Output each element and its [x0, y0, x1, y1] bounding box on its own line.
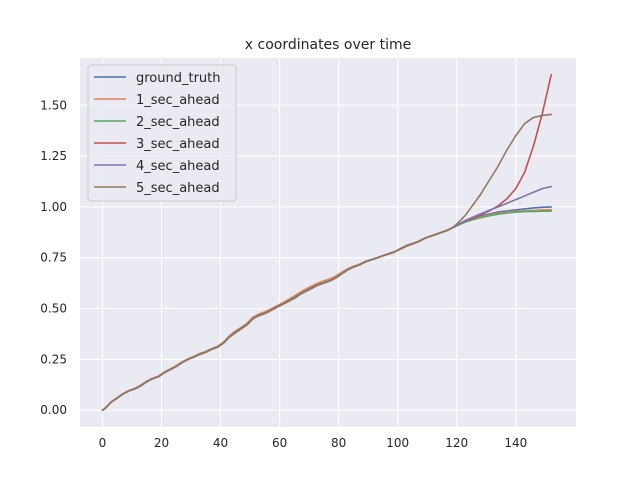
y-tick-label: 0.75	[40, 251, 67, 265]
y-tick-label: 1.00	[40, 200, 67, 214]
y-tick-label: 0.50	[40, 302, 67, 316]
legend-label: 1_sec_ahead	[136, 93, 220, 108]
x-tick-label: 0	[99, 436, 107, 450]
x-tick-label: 140	[504, 436, 527, 450]
x-tick-label: 20	[154, 436, 169, 450]
x-axis-ticks: 0 20 40 60 80 100 120 140	[99, 436, 528, 450]
series-lines	[101, 73, 553, 412]
legend: ground_truth 1_sec_ahead 2_sec_ahead 3_sec_…	[87, 64, 237, 202]
legend-label: ground_truth	[136, 71, 221, 86]
y-tick-label: 1.25	[40, 149, 67, 163]
y-tick-label: 0.25	[40, 352, 67, 366]
x-tick-label: 60	[272, 436, 287, 450]
y-tick-label: 1.50	[40, 98, 67, 112]
legend-label: 4_sec_ahead	[136, 159, 220, 174]
chart-title: x coordinates over time	[245, 37, 411, 53]
y-axis-ticks: 0.00 0.25 0.50 0.75 1.00 1.25 1.50	[40, 98, 67, 417]
legend-label: 5_sec_ahead	[136, 181, 220, 196]
legend-label: 3_sec_ahead	[136, 137, 220, 152]
x-tick-label: 100	[386, 436, 409, 450]
x-tick-label: 40	[213, 436, 228, 450]
series-line-5_sec_ahead	[101, 113, 553, 412]
y-tick-label: 0.00	[40, 403, 67, 417]
grid-lines	[80, 58, 576, 427]
x-tick-label: 80	[331, 436, 346, 450]
legend-label: 2_sec_ahead	[136, 115, 220, 130]
x-tick-label: 120	[445, 436, 468, 450]
